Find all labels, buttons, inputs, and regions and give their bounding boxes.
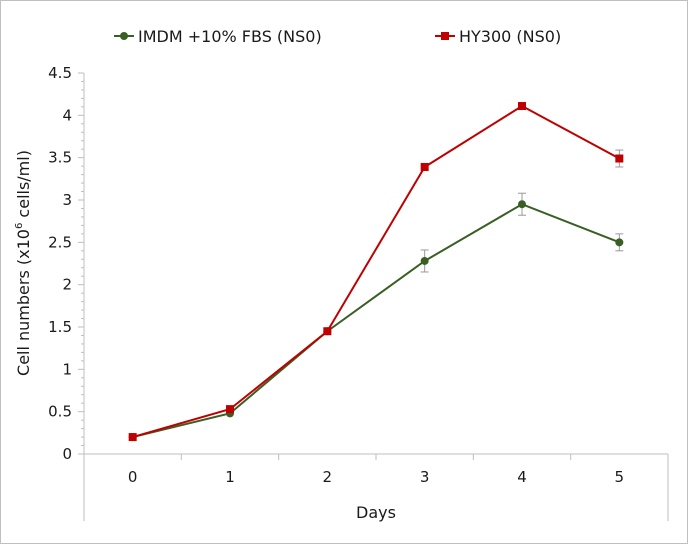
x-axis-title: Days: [356, 503, 396, 522]
legend-marker-imdm: [120, 32, 128, 40]
x-tick-label: 3: [420, 468, 430, 486]
series-0: [128, 192, 624, 442]
x-tick-label: 1: [225, 468, 235, 486]
series-line: [132, 203, 620, 439]
y-tick-label: 0.5: [48, 403, 72, 421]
data-point: [226, 405, 234, 414]
legend-label-hy300: HY300 (NS0): [459, 27, 561, 46]
x-tick-label: 0: [128, 468, 138, 486]
y-ticks: 0 0.5 1 1.5 2 2.5 3 3.5 4 4.5: [48, 64, 84, 463]
y-tick-label: 0: [62, 445, 72, 463]
y-tick-label: 1.5: [48, 318, 72, 336]
data-point: [518, 102, 526, 111]
data-point: [615, 238, 624, 247]
legend: IMDM +10% FBS (NS0) HY300 (NS0): [114, 27, 561, 46]
series-line: [132, 104, 620, 439]
y-tick-label: 3: [62, 191, 72, 209]
y-axis-title-sup: 6: [14, 223, 25, 229]
data-point: [420, 162, 429, 171]
data-point: [128, 433, 137, 442]
y-tick-label: 2.5: [48, 233, 72, 251]
y-tick-label: 4: [62, 106, 72, 124]
series-layer: [128, 102, 624, 442]
data-point: [323, 327, 332, 336]
y-axis-title: Cell numbers (x106 cells/ml): [14, 150, 33, 376]
legend-marker-hy300: [441, 32, 449, 40]
series-1: [128, 102, 624, 442]
data-point: [615, 154, 624, 163]
y-tick-label: 1: [62, 360, 72, 378]
y-tick-label: 2: [62, 276, 72, 294]
y-tick-label: 4.5: [48, 64, 72, 82]
y-axis-title-tail: cells/ml): [14, 150, 33, 223]
y-axis-title-main: Cell numbers (x10: [14, 229, 33, 376]
y-tick-label: 3.5: [48, 149, 72, 167]
x-tick-label: 4: [517, 468, 527, 486]
data-point: [518, 200, 526, 209]
data-point: [420, 256, 429, 265]
x-tick-label: 2: [323, 468, 333, 486]
x-ticks: 0 1 2 3 4 5: [83, 454, 669, 486]
legend-label-imdm: IMDM +10% FBS (NS0): [138, 27, 322, 46]
x-tick-label: 5: [615, 468, 625, 486]
